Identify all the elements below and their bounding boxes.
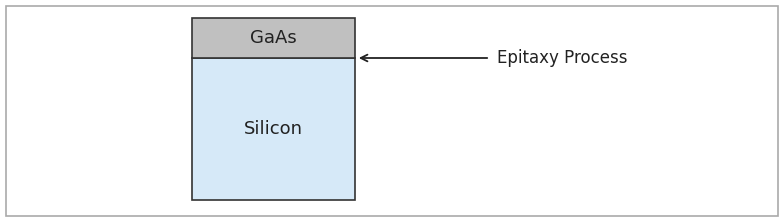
Bar <box>192 18 355 58</box>
Text: Epitaxy Process: Epitaxy Process <box>497 49 627 67</box>
Bar <box>192 58 355 200</box>
Text: Silicon: Silicon <box>244 120 303 138</box>
Text: GaAs: GaAs <box>250 29 297 47</box>
